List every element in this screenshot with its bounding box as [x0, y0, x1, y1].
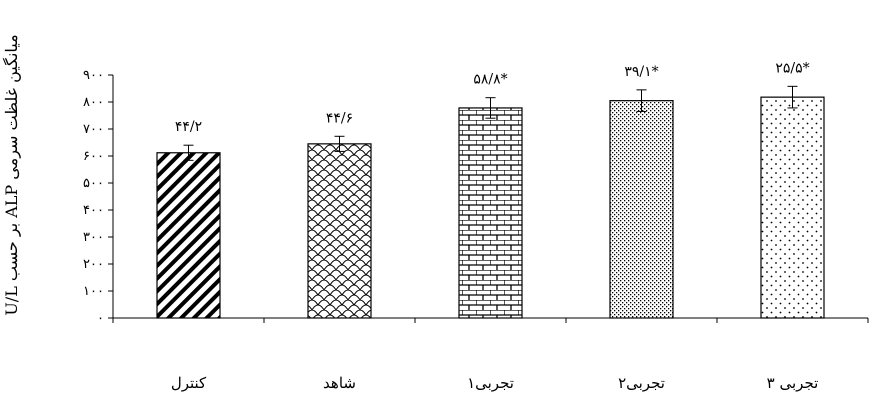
y-tick-label: ۶۰۰ [83, 149, 104, 164]
labels: ۴۴/۲ کنترل ۴۴/۶ شاهد ۵۸/۸* تجربی۱ ۳۹/۱* تجربی۲ ۲… [171, 60, 819, 392]
y-tick-label: ۹۰۰ [83, 68, 104, 83]
y-tick-label: ۸۰۰ [83, 95, 104, 110]
error-bar [636, 89, 647, 112]
y-tick-label: ۰ [97, 311, 104, 326]
category-label: کنترل [171, 374, 207, 392]
bar [307, 143, 372, 319]
category-label: شاهد [323, 374, 356, 392]
bar [458, 107, 523, 319]
category-label: تجربی ۳ [767, 374, 819, 392]
data-label: ۵۸/۸* [473, 72, 507, 88]
data-label: ۲۵/۵* [775, 60, 809, 76]
data-label: ۴۴/۶ [326, 110, 353, 126]
y-axis-label: میانگین غلظت سرمی ALP بر حسب U/L [2, 34, 21, 315]
bars [156, 85, 825, 319]
category-label: تجربی۲ [618, 374, 665, 392]
error-bar [334, 135, 345, 152]
axes: ۰ ۱۰۰ ۲۰۰ ۳۰۰ ۴۰۰ ۵۰۰ ۶۰۰ ۷۰۰ ۸۰۰ ۹۰۰ [83, 68, 869, 326]
data-label: ۴۴/۲ [175, 119, 202, 135]
y-tick-label: ۷۰۰ [83, 122, 104, 137]
y-tick-label: ۱۰۰ [83, 284, 104, 299]
y-tick-label: ۲۰۰ [83, 257, 104, 272]
error-bar [183, 144, 194, 161]
error-bar [787, 85, 798, 109]
category-label: تجربی۱ [467, 374, 514, 392]
bar [609, 100, 674, 319]
y-tick-label: ۵۰۰ [83, 176, 104, 191]
error-bar [485, 97, 496, 119]
bar [156, 152, 221, 319]
bar [760, 96, 825, 319]
data-label: ۳۹/۱* [624, 64, 658, 80]
y-tick-label: ۴۰۰ [83, 203, 104, 218]
y-tick-label: ۳۰۰ [83, 230, 104, 245]
